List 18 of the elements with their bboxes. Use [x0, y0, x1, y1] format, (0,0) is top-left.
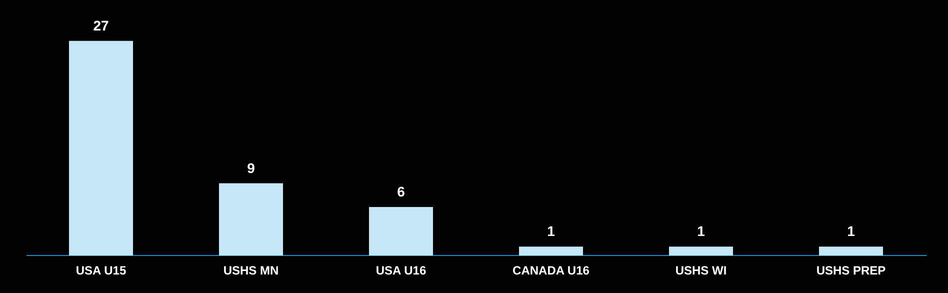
- bar: [69, 40, 133, 256]
- data-label: 1: [547, 223, 556, 240]
- data-label: 1: [847, 223, 856, 240]
- bar: [519, 246, 583, 256]
- x-tick-label: USHS MN: [223, 264, 279, 278]
- data-label: 9: [247, 160, 256, 176]
- data-label: 1: [697, 223, 706, 240]
- x-tick-label: USHS PREP: [816, 264, 886, 278]
- x-tick-label: CANADA U16: [512, 264, 590, 278]
- bar: [669, 246, 733, 256]
- bar: [819, 246, 883, 256]
- x-tick-label: USA U15: [76, 264, 126, 278]
- data-label: 6: [397, 184, 406, 200]
- bar: [219, 183, 283, 256]
- x-tick-label: USHS WI: [675, 264, 727, 278]
- x-tick-label: USA U16: [376, 264, 426, 278]
- bar: [369, 207, 433, 256]
- data-label: 27: [93, 17, 109, 34]
